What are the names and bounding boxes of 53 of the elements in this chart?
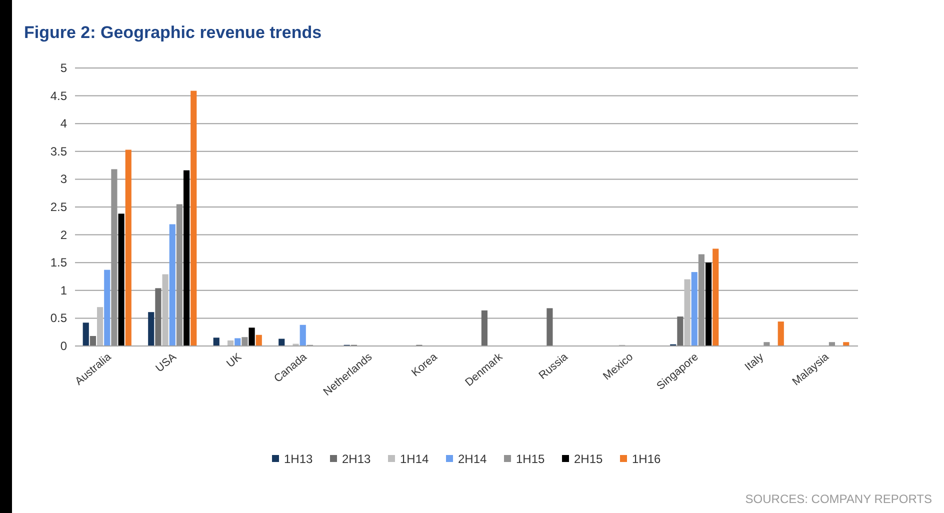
chart-title: Figure 2: Geographic revenue trends — [24, 23, 322, 42]
bar — [176, 204, 182, 346]
y-tick-label: 2 — [60, 228, 68, 242]
legend-label: 2H13 — [342, 452, 372, 466]
bar — [684, 279, 690, 346]
y-tick-label: 5 — [60, 61, 68, 75]
bar — [213, 338, 220, 346]
bar — [778, 322, 784, 346]
bar — [97, 307, 104, 346]
bar — [155, 288, 162, 346]
bar — [234, 338, 241, 346]
legend-label: 1H13 — [284, 452, 314, 466]
bar — [242, 337, 248, 346]
x-tick-label: USA — [154, 350, 180, 375]
bar — [698, 254, 704, 346]
bar — [256, 334, 262, 346]
bar — [104, 270, 110, 346]
y-tick-label: 1.5 — [50, 256, 68, 270]
legend-label: 1H14 — [400, 452, 430, 466]
bar — [190, 90, 197, 346]
y-tick-label: 3.5 — [50, 144, 68, 158]
y-tick-label: 1 — [60, 283, 68, 298]
legend-label: 2H15 — [574, 452, 604, 466]
bar — [169, 224, 176, 346]
y-tick-label: 2.5 — [50, 200, 68, 214]
x-tick-label: Italy — [742, 350, 766, 374]
legend-label: 2H14 — [458, 452, 488, 466]
y-tick-label: 4 — [60, 116, 68, 131]
y-tick-label: 3 — [60, 172, 68, 186]
y-tick-label: 4.5 — [50, 88, 68, 103]
bar — [82, 322, 89, 346]
bar — [300, 324, 306, 346]
bar — [706, 262, 712, 346]
bar — [111, 169, 118, 346]
bar — [125, 150, 132, 346]
legend-label: 1H16 — [632, 452, 662, 466]
bar — [148, 312, 154, 346]
bar — [90, 336, 96, 346]
bar — [481, 310, 488, 346]
bar — [691, 272, 698, 346]
bar — [546, 308, 553, 346]
y-tick-label: 0 — [60, 339, 68, 353]
bar — [184, 170, 190, 346]
x-tick-label: UK — [224, 350, 245, 370]
bar — [248, 328, 255, 346]
bar — [118, 214, 124, 346]
y-tick-label: 0.5 — [50, 311, 68, 326]
legend-label: 1H15 — [516, 452, 546, 466]
bar — [162, 274, 168, 346]
bar — [764, 342, 770, 346]
source-note: SOURCES: COMPANY REPORTS — [745, 492, 932, 506]
bar — [677, 316, 684, 346]
bar — [712, 248, 719, 346]
